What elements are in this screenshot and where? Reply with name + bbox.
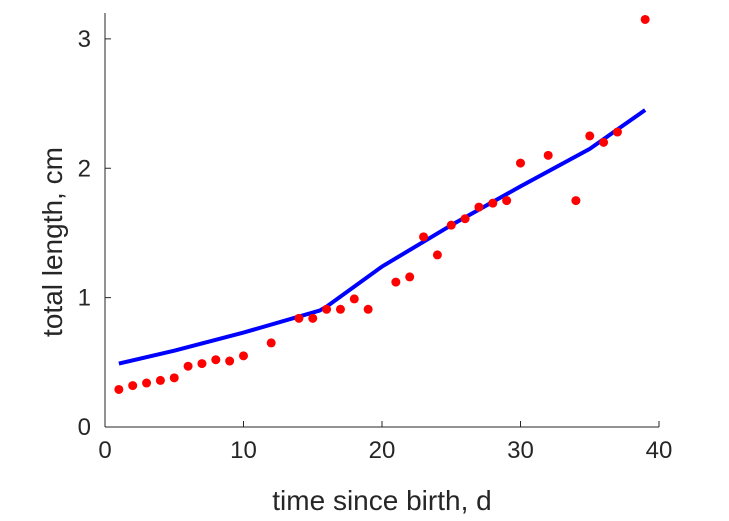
data-point bbox=[225, 356, 235, 366]
data-point bbox=[599, 137, 609, 147]
data-point bbox=[571, 196, 581, 206]
data-point bbox=[405, 272, 415, 282]
data-point bbox=[460, 214, 470, 224]
x-tick-label: 40 bbox=[646, 437, 673, 464]
data-point bbox=[349, 294, 359, 304]
axes: 0 10 20 30 40 0 1 2 3 bbox=[78, 13, 673, 464]
data-point bbox=[474, 202, 484, 212]
data-point bbox=[266, 338, 276, 348]
data-point bbox=[114, 384, 124, 394]
data-point bbox=[155, 375, 165, 385]
y-tick-label: 0 bbox=[78, 414, 91, 441]
y-tick-label: 1 bbox=[78, 285, 91, 312]
y-tick-label: 2 bbox=[78, 155, 91, 182]
data-point bbox=[612, 127, 622, 137]
x-tick-label: 10 bbox=[230, 437, 257, 464]
x-tick-label: 20 bbox=[369, 437, 396, 464]
data-point bbox=[516, 158, 525, 168]
x-tick-label: 0 bbox=[98, 437, 111, 464]
data-point bbox=[128, 381, 138, 391]
data-point bbox=[640, 14, 650, 24]
data-point bbox=[322, 304, 332, 314]
data-point bbox=[335, 304, 345, 314]
data-point bbox=[446, 220, 456, 230]
data-point bbox=[183, 361, 193, 371]
data-point bbox=[363, 304, 373, 314]
data-point bbox=[432, 250, 442, 260]
data-point bbox=[294, 313, 304, 323]
data-point bbox=[169, 373, 179, 383]
x-tick-label: 30 bbox=[507, 437, 534, 464]
data-point bbox=[239, 351, 248, 361]
data-point bbox=[197, 359, 207, 369]
model-fit-line bbox=[118, 108, 647, 366]
y-axis-label: total length, cm bbox=[37, 147, 68, 337]
y-tick-label: 3 bbox=[78, 26, 91, 53]
data-point bbox=[391, 277, 401, 287]
data-point bbox=[308, 313, 318, 323]
plot-area bbox=[114, 14, 650, 394]
data-point bbox=[585, 131, 595, 141]
data-point bbox=[502, 196, 512, 206]
data-point bbox=[419, 232, 429, 242]
data-point bbox=[488, 198, 498, 208]
data-point bbox=[142, 378, 152, 388]
x-axis-label: time since birth, d bbox=[272, 485, 491, 516]
data-point bbox=[211, 355, 221, 365]
data-point bbox=[543, 150, 553, 160]
